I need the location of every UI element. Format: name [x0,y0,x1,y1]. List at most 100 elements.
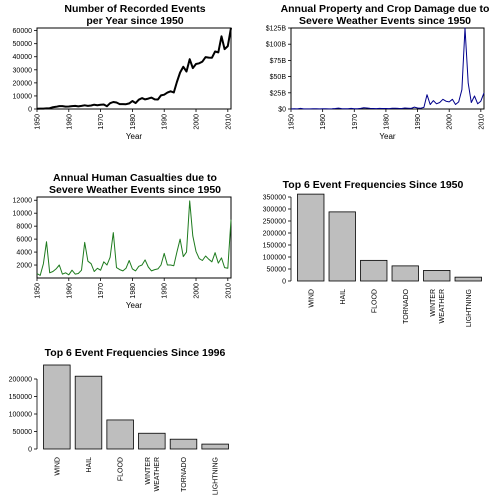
bar [328,211,356,282]
x-tick-label: 1990 [162,114,169,130]
y-tick-label: 350000 [263,195,286,202]
x-axis-label: Year [126,132,143,141]
chart-title-line: Top 6 Event Frequencies Since 1950 [283,179,464,191]
bar [360,259,388,282]
y-tick-label: 200000 [9,377,32,384]
x-tick-label: 1970 [352,114,359,130]
plot-area: 0 50000 100000 150000 200000 250000 300000 3500… [263,193,482,327]
y-tick-label: 12000 [13,198,33,205]
y-tick-label: 200000 [263,231,286,238]
x-tick-label: 2010 [225,283,232,299]
x-tick-label: 2000 [447,114,454,130]
bar [106,419,134,450]
y-tick-label: $125B [266,26,287,33]
y-tick-label: $0 [278,107,286,114]
series-line [290,27,485,110]
bar [391,265,419,282]
y-tick-label: 40000 [13,54,33,61]
x-tick-label: 1950 [35,283,42,299]
category-label: LIGHTNING [213,457,220,495]
x-tick-label: 1950 [289,114,296,130]
category-label: WEATHER [439,289,446,323]
category-label: WINTER [430,289,437,317]
y-tick-label: 150000 [263,243,286,250]
bar [297,193,325,282]
category-label: HAIL [86,457,93,473]
category-label: LIGHTNING [466,289,473,327]
y-tick-label: 50000 [13,41,33,48]
y-tick-label: 0 [282,279,286,286]
x-axis-label: Year [126,301,143,310]
y-tick-label: $25B [270,90,287,97]
x-tick-label: 2000 [194,283,201,299]
bar [201,443,229,450]
chart-title-line: Severe Weather Events since 1950 [49,184,221,196]
bar [43,364,71,450]
chart-title-line: per Year since 1950 [86,15,183,27]
chart-title-line: Top 6 Event Frequencies Since 1996 [45,347,226,359]
x-tick-label: 1990 [162,283,169,299]
x-tick-label: 1960 [320,114,327,130]
plot-frame [36,196,232,279]
plot-area: 0 10000 20000 30000 40000 50000 60000 1950 1960 1… [13,27,232,141]
x-tick-label: 2010 [478,114,485,130]
chart-freq1996: Top 6 Event Frequencies Since 1996 0 50000… [9,347,229,495]
bar [169,438,198,450]
category-label: TORNADO [181,456,188,491]
x-tick-label: 1960 [66,114,73,130]
x-tick-label: 1990 [415,114,422,130]
category-label: WEATHER [154,457,161,491]
category-label: FLOOD [371,289,378,313]
y-tick-label: 100000 [263,255,286,262]
y-tick-label: 300000 [263,207,286,214]
plot-frame [36,27,232,110]
y-tick-label: 100000 [9,412,32,419]
chart-damage: Annual Property and Crop Damage due toSe… [266,3,490,142]
x-tick-label: 2010 [225,114,232,130]
chart-title-line: Number of Recorded Events [64,3,205,15]
x-tick-label: 1970 [98,283,105,299]
bar [454,276,482,282]
x-tick-label: 2000 [194,114,201,130]
chart-title-line: Annual Property and Crop Damage due to [281,3,490,15]
y-tick-label: 60000 [13,28,33,35]
category-label: WIND [54,457,61,476]
plot-area: $0 $25B $50B $75B $100B $125B 1950 1960 1970 1980… [266,26,486,142]
x-tick-label: 1980 [130,283,137,299]
chart-freq1950: Top 6 Event Frequencies Since 1950 0 50000… [263,179,482,327]
y-tick-label: 8000 [16,224,32,231]
x-tick-label: 1950 [35,114,42,130]
x-tick-label: 1970 [98,114,105,130]
x-tick-label: 1980 [130,114,137,130]
y-tick-label: 2000 [16,263,32,270]
category-label: FLOOD [118,457,125,481]
y-tick-label: 10000 [13,211,33,218]
plot-frame [290,27,485,110]
y-tick-label: 20000 [13,80,33,87]
category-label: WIND [308,289,315,308]
plot-area: 2000 4000 6000 8000 10000 12000 1950 1960 1970 19… [13,196,232,310]
y-tick-label: 10000 [13,93,33,100]
chart-title-line: Severe Weather Events since 1950 [299,15,471,27]
category-label: TORNADO [403,288,410,323]
y-tick-label: $50B [270,74,287,81]
category-label: WINTER [145,457,152,485]
chart-title-line: Annual Human Casualties due to [53,172,217,184]
series-line [36,27,232,110]
x-axis-label: Year [379,132,396,141]
y-tick-label: 4000 [16,250,32,257]
y-tick-label: 50000 [13,429,33,436]
bar [138,432,166,450]
series-line [36,200,232,276]
plot-area: 0 50000 100000 150000 200000 WIND HAIL FLOOD WIN… [9,364,229,495]
y-tick-label: 0 [28,447,32,454]
x-tick-label: 1960 [66,283,73,299]
y-tick-label: $75B [270,58,287,65]
y-tick-label: $100B [266,42,287,49]
y-tick-label: 30000 [13,67,33,74]
bar [74,375,103,450]
x-tick-label: 1980 [383,114,390,130]
bar [423,270,451,282]
category-label: HAIL [340,289,347,305]
